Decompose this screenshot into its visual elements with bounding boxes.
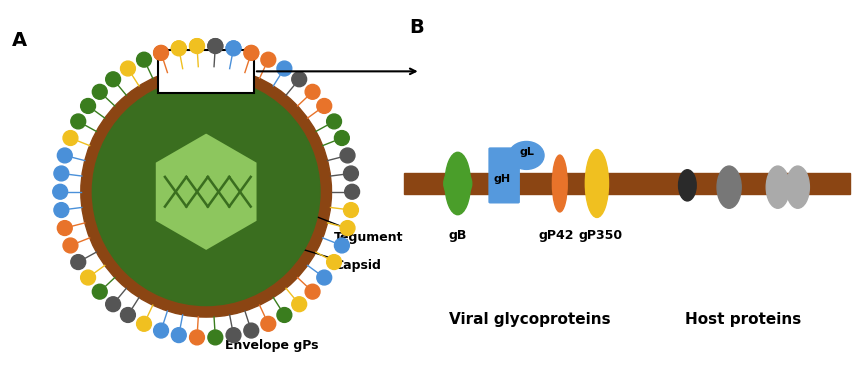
Circle shape — [190, 330, 204, 345]
FancyBboxPatch shape — [489, 147, 520, 203]
Circle shape — [509, 142, 544, 170]
Circle shape — [344, 203, 358, 218]
Ellipse shape — [445, 152, 471, 215]
Ellipse shape — [453, 172, 467, 195]
Circle shape — [58, 221, 72, 236]
Circle shape — [334, 238, 350, 253]
Text: Tegument: Tegument — [289, 205, 404, 244]
Circle shape — [154, 46, 168, 60]
Circle shape — [261, 52, 276, 67]
Circle shape — [244, 323, 259, 338]
Circle shape — [208, 330, 222, 345]
Circle shape — [154, 323, 168, 338]
Text: gP350: gP350 — [579, 229, 623, 242]
Ellipse shape — [717, 166, 741, 208]
Circle shape — [172, 41, 186, 56]
Circle shape — [58, 148, 72, 163]
Circle shape — [63, 131, 78, 145]
Ellipse shape — [448, 172, 462, 195]
Circle shape — [340, 148, 355, 163]
Text: A: A — [12, 31, 27, 50]
Circle shape — [305, 284, 320, 299]
Circle shape — [63, 238, 78, 253]
Bar — [405, 174, 850, 194]
Ellipse shape — [766, 166, 789, 208]
Circle shape — [120, 308, 136, 322]
Circle shape — [70, 114, 86, 129]
Ellipse shape — [585, 150, 608, 217]
Text: gP42: gP42 — [539, 229, 574, 242]
Circle shape — [292, 72, 307, 87]
Circle shape — [137, 316, 151, 331]
Circle shape — [70, 255, 86, 269]
Bar — [158, 50, 254, 93]
Circle shape — [154, 46, 168, 60]
Ellipse shape — [679, 170, 696, 201]
Text: gL: gL — [520, 148, 535, 157]
Circle shape — [317, 270, 332, 285]
Text: Viral glycoproteins: Viral glycoproteins — [449, 312, 611, 327]
Text: Envelope gPs: Envelope gPs — [225, 338, 319, 352]
Circle shape — [172, 328, 186, 342]
Circle shape — [317, 98, 332, 113]
Text: B: B — [409, 18, 423, 37]
Text: Host proteins: Host proteins — [685, 312, 801, 327]
Circle shape — [92, 284, 107, 299]
Circle shape — [137, 52, 151, 67]
Ellipse shape — [458, 172, 472, 195]
Circle shape — [277, 308, 292, 322]
Circle shape — [305, 84, 320, 99]
Ellipse shape — [786, 166, 809, 208]
Circle shape — [244, 46, 259, 60]
Circle shape — [106, 297, 120, 312]
Circle shape — [208, 39, 222, 54]
Circle shape — [81, 270, 95, 285]
Circle shape — [81, 98, 95, 113]
Circle shape — [54, 166, 69, 181]
Circle shape — [344, 184, 360, 199]
Text: gB: gB — [448, 229, 467, 242]
Circle shape — [106, 72, 120, 87]
Circle shape — [52, 184, 68, 199]
Circle shape — [292, 297, 307, 312]
Circle shape — [226, 41, 241, 56]
Circle shape — [120, 61, 136, 76]
Circle shape — [190, 39, 204, 54]
Circle shape — [326, 114, 342, 129]
Ellipse shape — [444, 172, 458, 195]
Circle shape — [172, 41, 186, 56]
Circle shape — [277, 61, 292, 76]
Circle shape — [244, 46, 259, 60]
Circle shape — [92, 84, 107, 99]
Circle shape — [190, 39, 204, 54]
Text: gH: gH — [493, 174, 510, 184]
Circle shape — [226, 41, 241, 56]
Circle shape — [326, 255, 342, 269]
Circle shape — [344, 166, 358, 181]
Text: Capsid: Capsid — [266, 237, 381, 272]
Circle shape — [334, 131, 350, 145]
Ellipse shape — [552, 155, 567, 212]
Circle shape — [81, 66, 332, 317]
Circle shape — [93, 78, 320, 306]
Circle shape — [226, 328, 241, 342]
Circle shape — [208, 39, 222, 54]
Polygon shape — [155, 132, 258, 251]
Circle shape — [340, 221, 355, 236]
Circle shape — [54, 203, 69, 218]
Circle shape — [261, 316, 276, 331]
